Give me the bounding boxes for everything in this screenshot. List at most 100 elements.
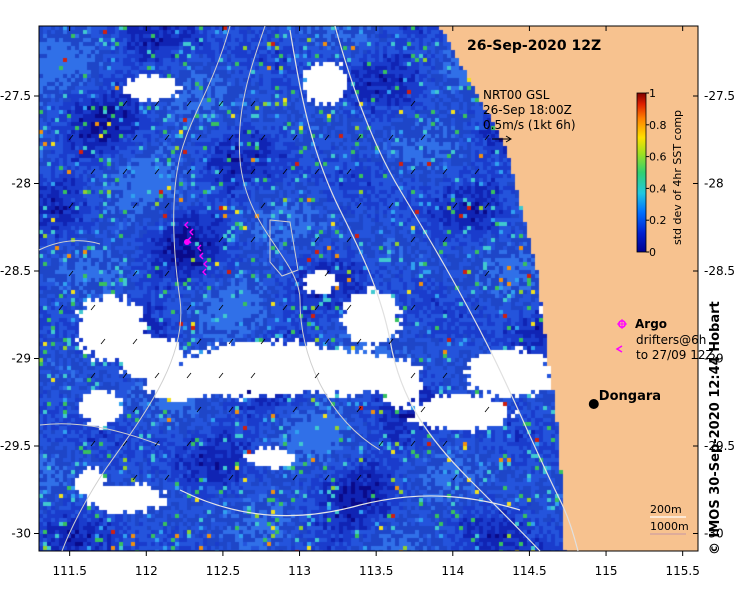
- current-vector: [292, 406, 298, 413]
- current-vector: [452, 202, 458, 209]
- x-tick-label: 115: [595, 564, 618, 578]
- current-vector: [452, 474, 458, 481]
- current-vector: [132, 202, 138, 209]
- current-vector: [250, 100, 256, 107]
- current-vector: [260, 202, 266, 209]
- current-vector: [196, 338, 202, 345]
- y-tick-label-right: -28: [704, 177, 724, 191]
- contour-seamount: [269, 219, 299, 277]
- current-vector: [218, 236, 224, 243]
- current-vector: [314, 372, 320, 379]
- current-vector: [420, 406, 426, 413]
- y-tick-label: -29.5: [0, 439, 31, 453]
- current-vector: [250, 236, 256, 243]
- current-vector: [122, 440, 128, 447]
- bathymetry-contours: [38, 25, 579, 552]
- current-vector: [196, 134, 202, 141]
- current-vector: [356, 406, 362, 413]
- current-vector: [122, 100, 128, 107]
- current-vector: [388, 202, 394, 209]
- current-vector: [346, 168, 352, 175]
- current-vector: [442, 236, 448, 243]
- place-dot-icon: [588, 399, 599, 409]
- current-vector: [90, 440, 96, 447]
- current-vector: [68, 270, 74, 277]
- map-frame: [38, 25, 699, 552]
- current-vector: [132, 338, 138, 345]
- current-vector: [474, 168, 480, 175]
- current-vector: [484, 270, 490, 277]
- current-vector: [324, 270, 330, 277]
- argo-symbol-icon: [617, 319, 627, 329]
- current-vector: [122, 168, 128, 175]
- current-vector: [314, 304, 320, 311]
- y-tick-label-right: -30: [704, 527, 724, 541]
- contour-line-mid: [238, 25, 381, 451]
- current-vector: [388, 338, 394, 345]
- x-tick-label: 114.5: [512, 564, 546, 578]
- current-vector: [442, 168, 448, 175]
- place-label: Dongara: [599, 389, 661, 404]
- current-vector: [484, 202, 490, 209]
- current-vector: [90, 372, 96, 379]
- current-vector: [410, 304, 416, 311]
- velocity-legend-line3: 0.5m/s (1kt 6h): [483, 118, 576, 132]
- current-vector: [324, 134, 330, 141]
- drifter-position-icon: [202, 268, 207, 276]
- current-vector: [186, 100, 192, 107]
- current-vector: [420, 134, 426, 141]
- velocity-legend-line1: NRT00 GSL: [483, 88, 550, 102]
- current-vector: [132, 270, 138, 277]
- current-vector: [346, 304, 352, 311]
- current-vector: [314, 236, 320, 243]
- current-vector: [186, 168, 192, 175]
- x-tick-label: 112.5: [206, 564, 240, 578]
- current-vector: [346, 236, 352, 243]
- drifter-position-icon: [197, 244, 202, 252]
- current-vector: [186, 372, 192, 379]
- current-vector: [282, 168, 288, 175]
- current-vector: [154, 100, 160, 107]
- contour-line-south: [39, 423, 161, 446]
- current-vector: [484, 134, 490, 141]
- current-vector: [260, 338, 266, 345]
- drifter-position-icon: [203, 260, 208, 268]
- colorbar-tick-label: 0.6: [649, 151, 667, 164]
- current-vector: [218, 372, 224, 379]
- current-vector: [164, 270, 170, 277]
- contour-line-200m: [334, 25, 579, 552]
- colorbar-tick-label: 0.4: [649, 182, 667, 195]
- contour-line-1000m: [289, 29, 541, 552]
- current-vectors: [58, 100, 490, 481]
- current-vector: [356, 202, 362, 209]
- argo-label: Argo: [635, 317, 667, 331]
- current-vector: [228, 406, 234, 413]
- current-vector: [90, 168, 96, 175]
- colorbar-tick-label: 1: [649, 87, 656, 100]
- current-vector: [154, 440, 160, 447]
- drifter-position-icon: [184, 221, 189, 229]
- colorbar-ticks: 0 0.2 0.4 0.6 0.8 1: [646, 87, 667, 259]
- current-vector: [410, 168, 416, 175]
- current-vector: [122, 372, 128, 379]
- y-tick-label-right: -29: [704, 352, 724, 366]
- contour-line-west: [61, 25, 231, 552]
- current-vector: [410, 236, 416, 243]
- current-vector: [90, 304, 96, 311]
- drifter-position-icon: [189, 228, 194, 236]
- current-vector: [250, 372, 256, 379]
- bathymetry-legend-1000m: 1000m: [650, 520, 689, 533]
- current-vector: [68, 202, 74, 209]
- y-tick-label-right: -28.5: [704, 264, 735, 278]
- x-tick-label: 111.5: [52, 564, 86, 578]
- y-tick-label: -28.5: [0, 264, 31, 278]
- current-vector: [228, 474, 234, 481]
- current-vector: [218, 168, 224, 175]
- colorbar: 0 0.2 0.4 0.6 0.8 1 std dev of 4hr SST comp: [636, 87, 684, 259]
- imos-credit: © IMOS 30-Sep-2020 12:44 Hobart: [708, 301, 723, 555]
- current-vector: [58, 304, 64, 311]
- current-vector: [442, 372, 448, 379]
- current-vector: [410, 440, 416, 447]
